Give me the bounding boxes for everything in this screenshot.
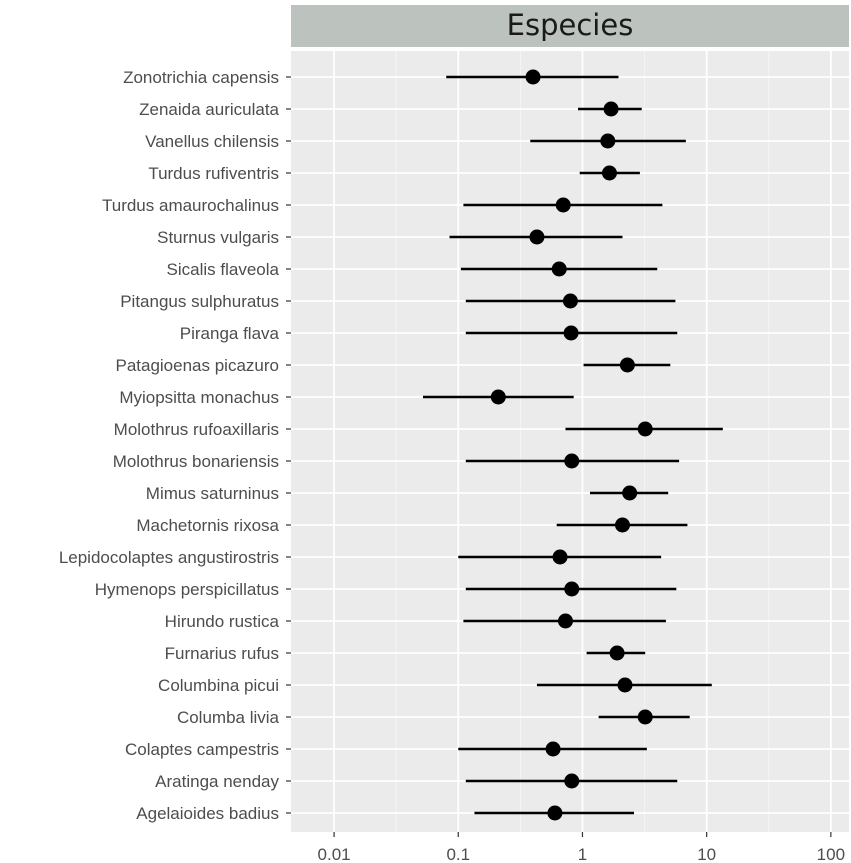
estimate-point bbox=[617, 677, 633, 693]
y-tick-label: Pitangus sulphuratus bbox=[120, 292, 279, 311]
y-tick-label: Zenaida auriculata bbox=[139, 100, 279, 119]
y-tick-label: Mimus saturninus bbox=[146, 484, 279, 503]
y-tick-label: Machetornis rixosa bbox=[136, 516, 279, 535]
estimate-point bbox=[637, 421, 653, 437]
estimate-point bbox=[557, 613, 573, 629]
y-tick-label: Hirundo rustica bbox=[165, 612, 280, 631]
estimate-point bbox=[490, 389, 506, 405]
y-tick-label: Patagioenas picazuro bbox=[115, 356, 279, 375]
estimate-point bbox=[562, 293, 578, 309]
x-axis: 0.01 0.1 1 10 100 bbox=[318, 832, 845, 863]
estimate-point bbox=[547, 805, 563, 821]
y-tick-label: Aratinga nenday bbox=[155, 772, 279, 791]
data-marks bbox=[422, 69, 723, 821]
y-tick-label: Hymenops perspicillatus bbox=[95, 580, 279, 599]
estimate-point bbox=[564, 581, 580, 597]
estimate-point bbox=[545, 741, 561, 757]
estimate-point bbox=[525, 69, 541, 85]
estimate-point bbox=[619, 357, 635, 373]
estimate-point bbox=[551, 261, 567, 277]
x-tick-label: 100 bbox=[817, 845, 845, 863]
x-tick-label: 10 bbox=[697, 845, 716, 863]
y-axis-labels: Zonotrichia capensis Zenaida auriculata Va… bbox=[59, 68, 280, 823]
y-tick-label: Sicalis flaveola bbox=[167, 260, 280, 279]
y-tick-label: Columbina picui bbox=[158, 676, 279, 695]
y-tick-label: Turdus rufiventris bbox=[148, 164, 279, 183]
y-tick-label: Sturnus vulgaris bbox=[157, 228, 279, 247]
estimate-point bbox=[603, 101, 619, 117]
y-tick-label: Agelaioides badius bbox=[136, 804, 279, 823]
y-tick-label: Colaptes campestris bbox=[125, 740, 279, 759]
estimate-point bbox=[529, 229, 545, 245]
estimate-point bbox=[552, 549, 568, 565]
y-tick-label: Furnarius rufus bbox=[165, 644, 279, 663]
estimate-point bbox=[622, 485, 638, 501]
facet-strip-label: Especies bbox=[507, 8, 634, 42]
estimate-point bbox=[563, 325, 579, 341]
y-tick-label: Lepidocolaptes angustirostris bbox=[59, 548, 279, 567]
y-tick-label: Piranga flava bbox=[180, 324, 280, 343]
y-tick-label: Molothrus bonariensis bbox=[113, 452, 279, 471]
estimate-point bbox=[564, 453, 580, 469]
y-tick-label: Zonotrichia capensis bbox=[123, 68, 279, 87]
estimate-point bbox=[600, 133, 616, 149]
plot-panel bbox=[291, 51, 849, 832]
y-tick-label: Myiopsitta monachus bbox=[119, 388, 279, 407]
y-axis-ticks bbox=[286, 76, 291, 814]
y-tick-label: Vanellus chilensis bbox=[145, 132, 279, 151]
estimate-point bbox=[564, 773, 580, 789]
estimate-point bbox=[637, 709, 653, 725]
estimate-point bbox=[601, 165, 617, 181]
estimate-point bbox=[555, 197, 571, 213]
y-tick-label: Molothrus rufoaxillaris bbox=[114, 420, 279, 439]
x-tick-label: 1 bbox=[578, 845, 587, 863]
estimate-point bbox=[614, 517, 630, 533]
estimate-point bbox=[609, 645, 625, 661]
y-tick-label: Turdus amaurochalinus bbox=[102, 196, 279, 215]
facet-strip bbox=[291, 5, 849, 47]
x-tick-label: 0.01 bbox=[318, 845, 351, 863]
x-tick-label: 0.1 bbox=[446, 845, 470, 863]
y-tick-label: Columba livia bbox=[177, 708, 280, 727]
